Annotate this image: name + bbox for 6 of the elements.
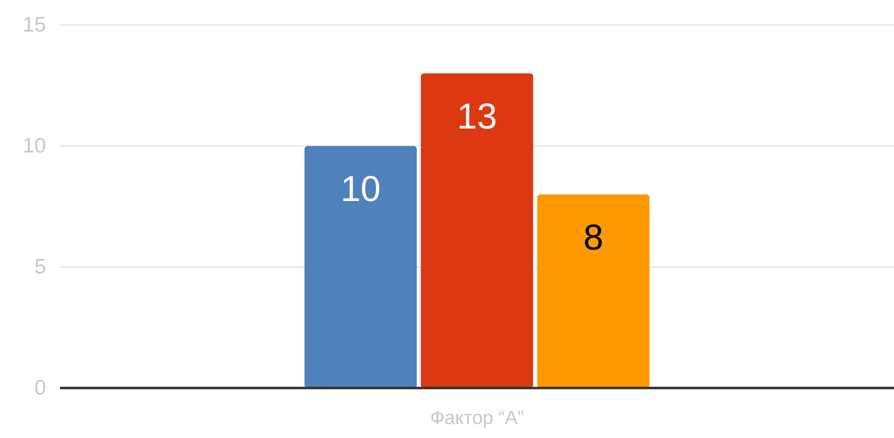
bar bbox=[304, 146, 417, 388]
data-label: 13 bbox=[456, 95, 498, 136]
data-label: 10 bbox=[340, 168, 381, 209]
bar bbox=[537, 194, 650, 388]
data-label: 8 bbox=[583, 216, 604, 258]
bar bbox=[420, 73, 534, 388]
